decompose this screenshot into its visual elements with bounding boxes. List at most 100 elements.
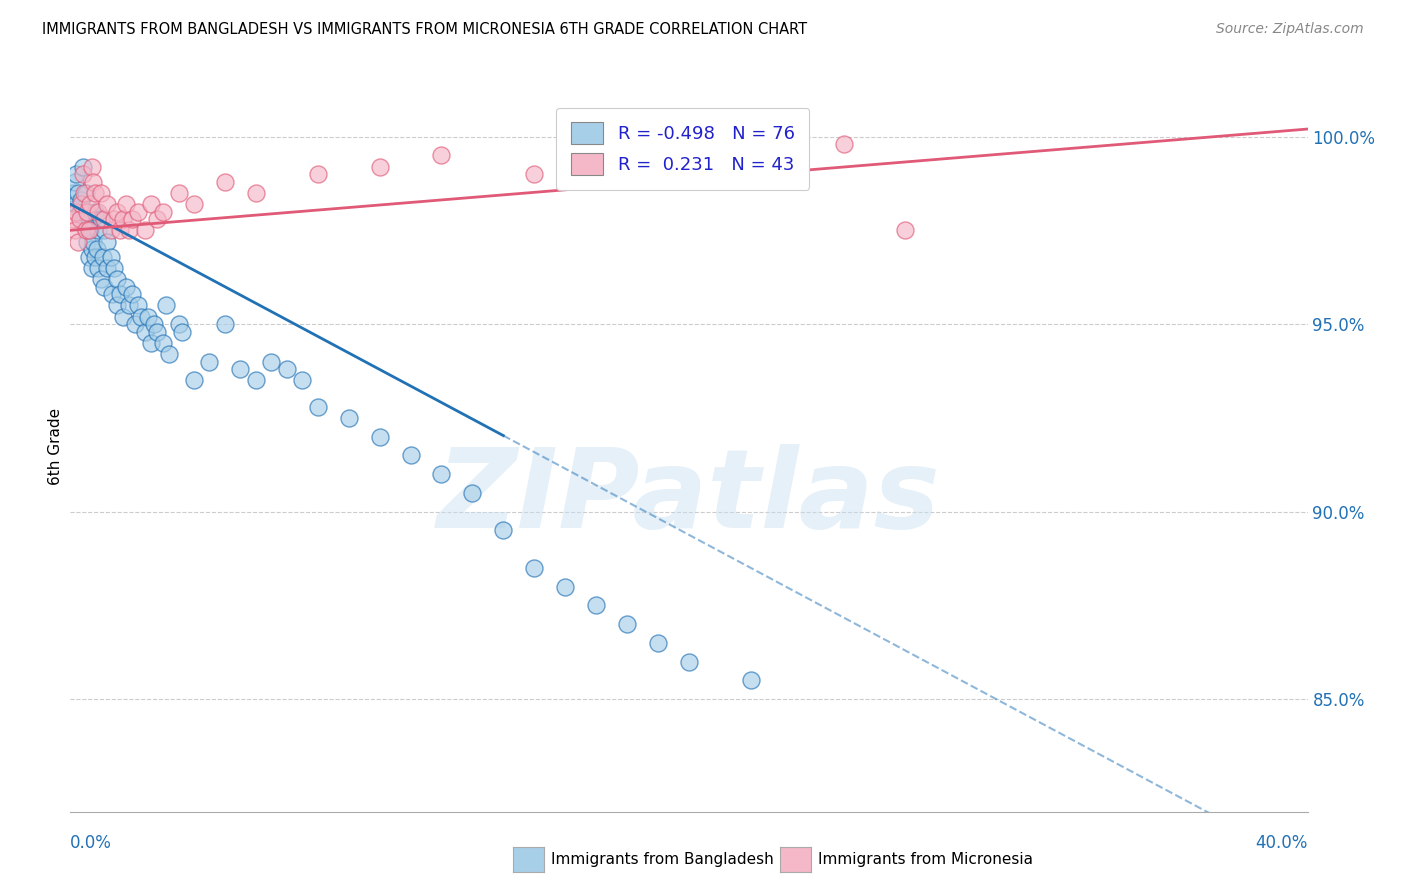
Point bbox=[93, 223, 115, 237]
Point bbox=[72, 160, 94, 174]
Point bbox=[740, 673, 762, 688]
Point bbox=[70, 197, 93, 211]
Point bbox=[91, 250, 114, 264]
Point bbox=[72, 167, 94, 181]
Point bbox=[73, 204, 96, 219]
Text: Immigrants from Micronesia: Immigrants from Micronesia bbox=[818, 853, 1033, 867]
Point bbox=[260, 354, 283, 368]
Point bbox=[461, 486, 484, 500]
Point bbox=[131, 310, 153, 324]
Point bbox=[84, 186, 107, 200]
Point bbox=[96, 260, 118, 275]
Point bbox=[90, 212, 112, 227]
Point bbox=[63, 223, 86, 237]
Point bbox=[80, 242, 103, 256]
Point bbox=[430, 467, 453, 482]
Point bbox=[62, 186, 84, 200]
Point bbox=[118, 298, 141, 312]
Point bbox=[100, 250, 122, 264]
Point bbox=[93, 279, 115, 293]
Text: 0.0%: 0.0% bbox=[70, 834, 112, 852]
Point bbox=[73, 186, 96, 200]
Point bbox=[103, 212, 125, 227]
Text: IMMIGRANTS FROM BANGLADESH VS IMMIGRANTS FROM MICRONESIA 6TH GRADE CORRELATION C: IMMIGRANTS FROM BANGLADESH VS IMMIGRANTS… bbox=[42, 22, 807, 37]
Point bbox=[101, 287, 124, 301]
Point bbox=[79, 223, 101, 237]
Point bbox=[84, 204, 107, 219]
Point bbox=[146, 325, 169, 339]
Point bbox=[65, 197, 87, 211]
Point bbox=[77, 223, 100, 237]
Point bbox=[111, 310, 134, 324]
Point bbox=[155, 298, 177, 312]
Point bbox=[368, 160, 391, 174]
Text: Immigrants from Bangladesh: Immigrants from Bangladesh bbox=[551, 853, 773, 867]
Point bbox=[87, 260, 110, 275]
Point bbox=[65, 167, 87, 181]
Point bbox=[430, 148, 453, 162]
Point bbox=[105, 204, 128, 219]
Point bbox=[75, 186, 97, 200]
Point bbox=[96, 197, 118, 211]
Point bbox=[139, 197, 162, 211]
Point bbox=[157, 347, 180, 361]
Point bbox=[291, 373, 314, 387]
Point bbox=[616, 617, 638, 632]
Point bbox=[105, 298, 128, 312]
Point bbox=[198, 354, 221, 368]
Point bbox=[229, 362, 252, 376]
Point bbox=[118, 223, 141, 237]
Text: ZIPatlas: ZIPatlas bbox=[437, 443, 941, 550]
Point bbox=[76, 204, 98, 219]
Point bbox=[77, 250, 100, 264]
Point bbox=[678, 655, 700, 669]
Point bbox=[554, 580, 576, 594]
Point bbox=[86, 242, 108, 256]
Text: 40.0%: 40.0% bbox=[1256, 834, 1308, 852]
Point bbox=[105, 272, 128, 286]
Point bbox=[69, 212, 91, 227]
Point bbox=[337, 410, 360, 425]
Point bbox=[67, 235, 90, 249]
Point bbox=[152, 204, 174, 219]
Point bbox=[62, 212, 84, 227]
Point bbox=[134, 325, 156, 339]
Point bbox=[82, 235, 105, 249]
Point bbox=[127, 204, 149, 219]
Point bbox=[100, 223, 122, 237]
Point bbox=[307, 400, 329, 414]
Point bbox=[146, 212, 169, 227]
Point bbox=[84, 250, 107, 264]
Point bbox=[121, 287, 143, 301]
Point bbox=[65, 204, 87, 219]
Point bbox=[75, 223, 97, 237]
Legend: R = -0.498   N = 76, R =  0.231   N = 43: R = -0.498 N = 76, R = 0.231 N = 43 bbox=[557, 108, 810, 190]
Point bbox=[127, 298, 149, 312]
Point bbox=[96, 235, 118, 249]
Point bbox=[63, 175, 86, 189]
Point bbox=[134, 223, 156, 237]
Point bbox=[87, 223, 110, 237]
Point bbox=[136, 310, 159, 324]
Point bbox=[124, 317, 146, 331]
Point bbox=[121, 212, 143, 227]
Text: Source: ZipAtlas.com: Source: ZipAtlas.com bbox=[1216, 22, 1364, 37]
Point bbox=[894, 223, 917, 237]
Point bbox=[79, 197, 101, 211]
Point bbox=[75, 223, 97, 237]
Point bbox=[93, 212, 115, 227]
Point bbox=[399, 449, 422, 463]
Point bbox=[523, 167, 546, 181]
Point bbox=[585, 599, 607, 613]
Point bbox=[307, 167, 329, 181]
Point bbox=[152, 335, 174, 350]
Point bbox=[80, 160, 103, 174]
Point bbox=[90, 186, 112, 200]
Point bbox=[108, 287, 131, 301]
Point bbox=[111, 212, 134, 227]
Point bbox=[77, 212, 100, 227]
Point bbox=[647, 636, 669, 650]
Point bbox=[103, 260, 125, 275]
Point bbox=[115, 197, 138, 211]
Point bbox=[368, 429, 391, 443]
